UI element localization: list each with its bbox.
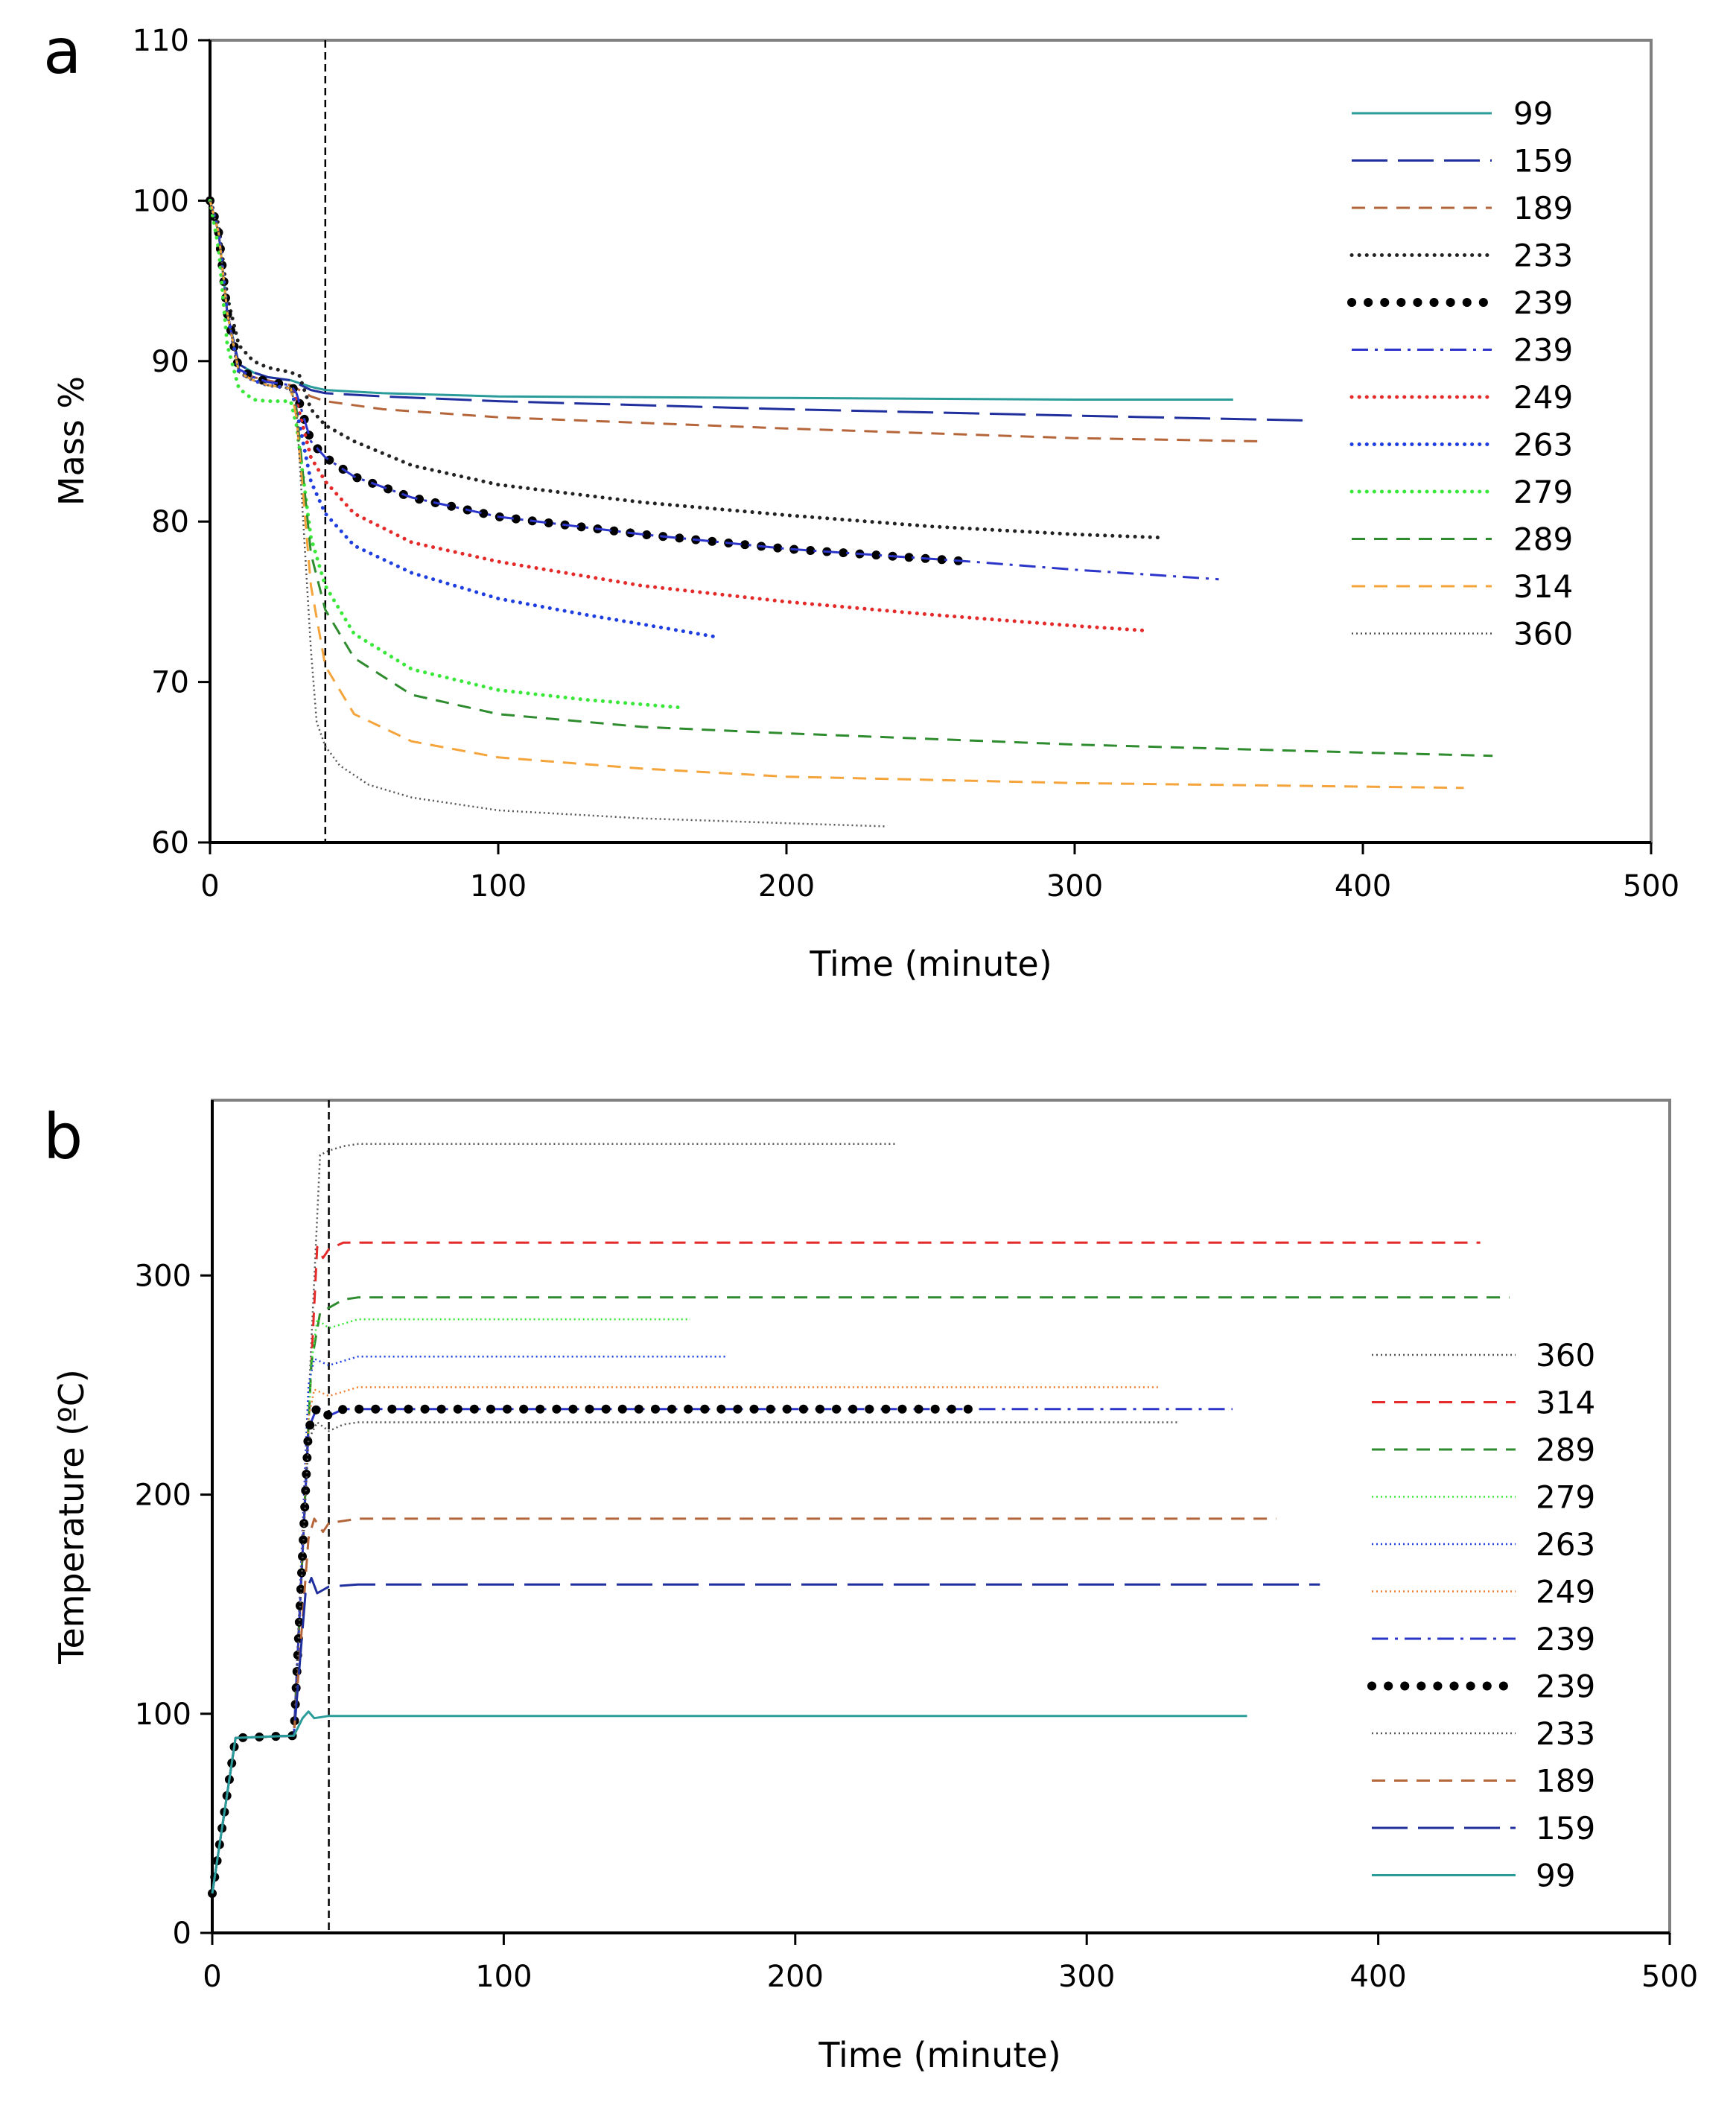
panel-b-legend: 360 314 289 279 263 249 239 239 233 189 159 99 bbox=[1367, 1337, 1595, 1894]
legend-label-99: 99 bbox=[1513, 95, 1553, 132]
x-tick-label: 100 bbox=[475, 1960, 532, 1994]
x-tick-label: 200 bbox=[758, 869, 815, 904]
legend-label-314: 314 bbox=[1513, 568, 1573, 605]
legend-label-249: 249 bbox=[1536, 1574, 1595, 1610]
legend-label-360: 360 bbox=[1513, 616, 1573, 652]
legend-label-314: 314 bbox=[1536, 1385, 1595, 1421]
legend-label-239: 239 bbox=[1536, 1621, 1595, 1657]
legend-label-279: 279 bbox=[1513, 474, 1573, 510]
y-tick-label: 300 bbox=[135, 1259, 191, 1293]
legend-label-289: 289 bbox=[1513, 521, 1573, 558]
legend-label-249: 249 bbox=[1513, 379, 1573, 416]
x-tick-label: 300 bbox=[1058, 1960, 1115, 1994]
series-line-189-9 bbox=[211, 1517, 1276, 1894]
series-line-99-0 bbox=[209, 200, 1233, 401]
x-tick-label: 0 bbox=[200, 869, 219, 904]
panel-b-plot-frame bbox=[211, 1099, 1671, 1934]
panel-b-plot-area: 0 100 200 300 400 500 0 100 200 300 bbox=[135, 1100, 1698, 1994]
legend-label-239: 239 bbox=[1513, 285, 1573, 321]
series-line-314-1 bbox=[211, 1241, 1481, 1894]
panel-b-x-axis-title: Time (minute) bbox=[818, 2035, 1061, 2075]
x-tick-label: 500 bbox=[1623, 869, 1679, 904]
x-tick-label: 400 bbox=[1349, 1960, 1406, 1994]
legend-label-360: 360 bbox=[1536, 1337, 1595, 1374]
panel-a-letter: a bbox=[43, 15, 81, 88]
y-tick-label: 90 bbox=[151, 345, 189, 379]
legend-label-99: 99 bbox=[1536, 1858, 1575, 1894]
x-tick-label: 300 bbox=[1046, 869, 1103, 904]
x-tick-label: 500 bbox=[1641, 1960, 1698, 1994]
series-line-99-11 bbox=[211, 1710, 1247, 1894]
legend-label-159: 159 bbox=[1513, 143, 1573, 180]
series-line-239-6 bbox=[211, 1406, 1233, 1894]
series-line-360-11 bbox=[209, 200, 888, 828]
legend-label-239: 239 bbox=[1513, 332, 1573, 369]
y-tick-label: 0 bbox=[173, 1917, 191, 1951]
series-line-249-6 bbox=[208, 198, 1149, 633]
series-line-233-8 bbox=[211, 1421, 1180, 1894]
legend-label-263: 263 bbox=[1536, 1526, 1595, 1563]
panel-a-plot-frame bbox=[209, 39, 1653, 844]
series-line-279-3 bbox=[211, 1318, 690, 1894]
legend-label-189: 189 bbox=[1536, 1763, 1595, 1800]
series-line-233-3 bbox=[208, 198, 1163, 540]
panel-a-y-axis-title: Mass % bbox=[51, 376, 92, 506]
series-line-249-5 bbox=[211, 1386, 1160, 1894]
y-tick-label: 70 bbox=[151, 666, 189, 700]
legend-label-263: 263 bbox=[1513, 427, 1573, 463]
series-line-239-5 bbox=[209, 200, 1219, 581]
y-tick-label: 100 bbox=[135, 1698, 191, 1732]
legend-label-159: 159 bbox=[1536, 1810, 1595, 1847]
panel-a-legend: 99 159 189 233 239 239 249 263 279 289 314 360 bbox=[1347, 95, 1573, 652]
panel-a-x-axis-title: Time (minute) bbox=[809, 944, 1052, 984]
legend-label-189: 189 bbox=[1513, 190, 1573, 226]
x-tick-label: 400 bbox=[1335, 869, 1391, 904]
series-line-159-1 bbox=[209, 200, 1306, 422]
y-tick-label: 60 bbox=[151, 826, 189, 860]
series-line-189-2 bbox=[209, 200, 1262, 442]
x-tick-label: 200 bbox=[767, 1960, 824, 1994]
legend-label-289: 289 bbox=[1536, 1432, 1595, 1468]
y-tick-label: 200 bbox=[135, 1479, 191, 1513]
panel-b-letter: b bbox=[43, 1100, 83, 1173]
legend-label-279: 279 bbox=[1536, 1479, 1595, 1516]
series-line-263-7 bbox=[208, 198, 719, 639]
series-line-239-7 bbox=[208, 1402, 987, 1898]
series-line-289-9 bbox=[209, 200, 1493, 758]
panel-a-mass-chart: a 0 100 200 300 400 500 60 70 80 90 100 110 Time (m… bbox=[43, 15, 1679, 984]
legend-label-233: 233 bbox=[1536, 1715, 1595, 1752]
series-line-159-10 bbox=[211, 1576, 1320, 1894]
y-tick-label: 80 bbox=[151, 505, 189, 539]
panel-a-plot-area: 0 100 200 300 400 500 60 70 80 90 100 110 bbox=[133, 24, 1680, 904]
series-line-263-4 bbox=[211, 1355, 725, 1894]
panel-b-y-axis-title: Temperature (ºC) bbox=[51, 1369, 92, 1665]
x-tick-label: 100 bbox=[470, 869, 527, 904]
legend-label-239: 239 bbox=[1536, 1668, 1595, 1705]
panel-b-temperature-chart: b 0 100 200 300 400 500 0 100 200 300 Time (minut… bbox=[43, 1099, 1698, 2075]
y-tick-label: 100 bbox=[133, 184, 189, 218]
series-line-314-10 bbox=[209, 200, 1464, 790]
series-line-360-0 bbox=[211, 1143, 897, 1894]
y-tick-label: 110 bbox=[133, 24, 189, 58]
legend-label-233: 233 bbox=[1513, 238, 1573, 274]
series-line-239-4 bbox=[206, 196, 976, 566]
series-line-279-8 bbox=[208, 198, 685, 710]
x-tick-label: 0 bbox=[203, 1960, 221, 1994]
